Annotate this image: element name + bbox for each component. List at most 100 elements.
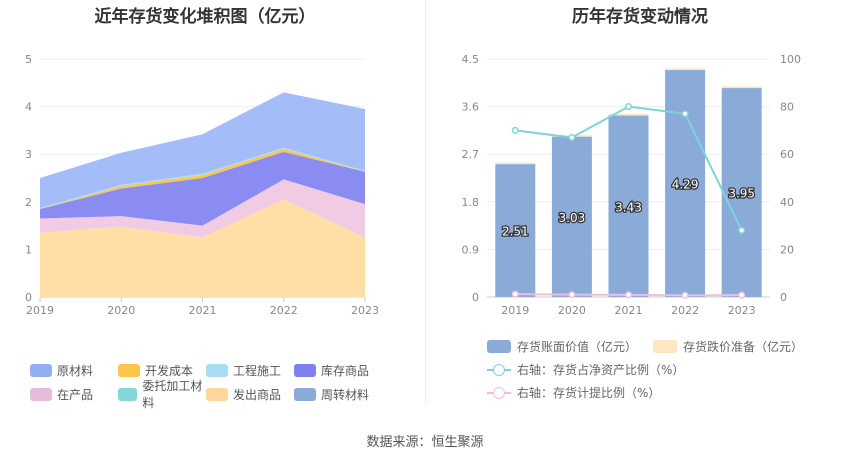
bar-provision [721,86,762,89]
legend-swatch [294,387,316,401]
legend-label: 委托加工材料 [142,379,203,410]
right-x-tick-label: 2021 [615,304,643,317]
legend-item[interactable]: 原材料 [30,362,118,379]
area-series-发出商品 [40,199,365,297]
legend-item-provision-line[interactable]: 右轴：存货计提比例（%） [487,381,803,404]
point-asset-ratio [624,103,633,111]
panel-divider [425,0,426,405]
left-y-tick-label: 2 [25,196,32,209]
right-y-tick-label: 3.6 [462,101,480,114]
left-x-tick-label: 2020 [107,304,135,317]
left-y-tick-label: 3 [25,148,32,161]
right-y2-tick-label: 40 [780,196,794,209]
right-x-tick-label: 2019 [501,304,529,317]
legend-label: 发出商品 [233,387,282,402]
legend-item[interactable]: 周转材料 [294,386,382,403]
legend-item[interactable]: 委托加工材料 [118,377,206,411]
area-series-库存商品 [40,151,365,226]
legend-swatch-provision [653,340,678,353]
left-y-tick-label: 1 [25,243,32,256]
right-y-tick-label: 2.7 [462,148,480,161]
legend-label: 在产品 [57,387,94,402]
bar-book-value [665,70,706,298]
point-provision-ratio [738,291,746,299]
right-chart-title: 历年存货变动情况 [572,7,708,27]
area-series-原材料 [40,92,365,208]
bar-provision [608,114,649,116]
point-provision-ratio [681,291,689,299]
left-y-tick-label: 0 [25,291,32,304]
left-chart-title: 近年存货变化堆积图（亿元） [94,7,316,27]
bar-book-value [495,164,536,297]
bar-value-label: 4.29 [672,178,699,192]
legend-item[interactable]: 在产品 [30,386,118,403]
legend-label-ratio-line: 右轴：存货占净资产比例（%） [517,363,685,377]
legend-item[interactable]: 开发成本 [118,362,206,379]
right-y-tick-label: 0 [472,291,479,304]
legend-swatch [118,363,140,377]
bar-provision [495,162,536,165]
right-y2-tick-label: 60 [780,148,794,161]
left-y-tick-label: 4 [25,101,32,114]
right-x-tick-label: 2022 [671,304,699,317]
legend-row: 原材料 开发成本 工程施工 库存商品 [30,358,410,382]
legend-swatch-provision-line [487,386,511,400]
bar-value-label: 3.03 [559,211,586,225]
legend-swatch [206,387,228,401]
legend-swatch [30,363,52,377]
bar-value-label: 3.43 [615,200,642,214]
area-series-在产品 [40,179,365,238]
point-asset-ratio [511,126,519,134]
right-x-tick-label: 2020 [558,304,586,317]
left-x-tick-label: 2019 [26,304,54,317]
point-asset-ratio [738,226,746,234]
bar-book-value [608,115,649,297]
legend-label-book-value: 存货账面价值（亿元） [517,340,638,354]
legend-row: 在产品 委托加工材料 发出商品 周转材料 [30,379,410,410]
legend-item-bars[interactable]: 存货账面价值（亿元） 存货跌价准备（亿元） [487,335,803,358]
legend-swatch [118,387,138,401]
legend-swatch [30,387,52,401]
bar-book-value [551,136,592,297]
legend-label: 库存商品 [321,363,370,378]
legend-label: 周转材料 [321,387,370,402]
right-x-tick-label: 2023 [728,304,756,317]
point-provision-ratio [511,290,519,298]
left-x-tick-label: 2022 [270,304,298,317]
right-y2-tick-label: 0 [780,291,787,304]
legend-swatch [294,363,316,377]
point-asset-ratio [568,133,576,142]
right-y-tick-label: 4.5 [462,53,480,66]
left-chart-legend: 原材料 开发成本 工程施工 库存商品在产品 委托加工材料 发出商品 周转材料 [30,358,410,410]
legend-label: 开发成本 [145,363,194,378]
legend-label: 工程施工 [233,363,282,378]
right-chart-legend: 存货账面价值（亿元） 存货跌价准备（亿元） 右轴：存货占净资产比例（%） 右轴：… [487,335,803,404]
legend-item[interactable]: 库存商品 [294,362,382,379]
legend-item[interactable]: 发出商品 [206,386,294,403]
bar-book-value [721,88,762,297]
right-y-tick-label: 1.8 [462,196,480,209]
point-provision-ratio [568,291,576,299]
legend-item[interactable]: 工程施工 [206,362,294,379]
left-x-tick-label: 2023 [351,304,379,317]
legend-item-ratio-line[interactable]: 右轴：存货占净资产比例（%） [487,358,803,381]
bar-value-label: 2.51 [502,225,529,239]
legend-swatch-ratio-line [487,363,511,377]
data-source: 数据来源：恒生聚源 [366,435,484,450]
left-y-tick-label: 5 [25,53,32,66]
legend-label: 原材料 [57,363,94,378]
right-y-tick-label: 0.9 [462,243,480,256]
point-asset-ratio [681,110,689,118]
right-y2-tick-label: 20 [780,243,794,256]
legend-label-provision: 存货跌价准备（亿元） [683,340,804,354]
bar-value-label: 3.95 [728,187,755,201]
bar-provision [665,68,706,71]
legend-label-provision-line: 右轴：存货计提比例（%） [517,386,661,400]
right-y2-tick-label: 80 [780,101,794,114]
legend-swatch [206,363,228,377]
right-y2-tick-label: 100 [780,53,801,66]
legend-swatch-book-value [487,340,511,353]
left-x-tick-label: 2021 [189,304,217,317]
point-provision-ratio [624,291,633,299]
